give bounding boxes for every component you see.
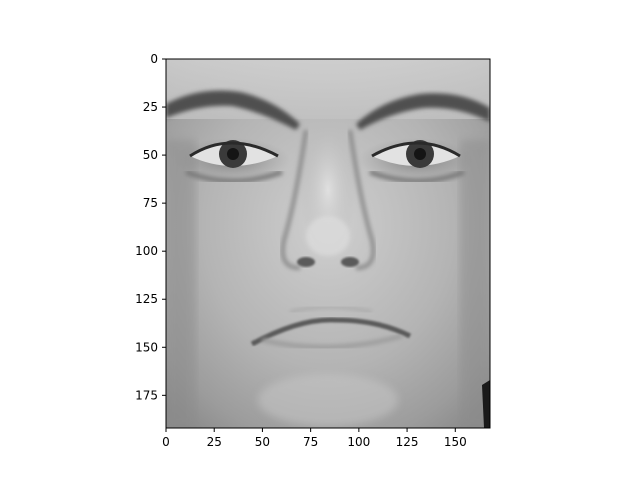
x-tick-label: 0 (162, 435, 170, 449)
x-tick-label: 75 (303, 435, 318, 449)
y-tick-label: 0 (150, 52, 158, 66)
x-tick-label: 100 (347, 435, 370, 449)
x-tick-label: 125 (396, 435, 419, 449)
x-tick-label: 50 (255, 435, 270, 449)
y-tick-label: 75 (143, 196, 158, 210)
axes-frame (165, 58, 491, 429)
y-tick-label: 125 (135, 292, 158, 306)
y-tick-label: 50 (143, 148, 158, 162)
x-axis: 0 25 50 75 100 125 150 (162, 428, 467, 449)
y-axis: 0 25 50 75 100 125 150 175 (135, 52, 166, 402)
y-tick-label: 150 (135, 340, 158, 354)
x-tick-label: 25 (207, 435, 222, 449)
y-tick-label: 25 (143, 100, 158, 114)
face-image (166, 59, 490, 428)
y-tick-label: 100 (135, 244, 158, 258)
x-tick-label: 150 (444, 435, 467, 449)
y-tick-label: 175 (135, 388, 158, 402)
